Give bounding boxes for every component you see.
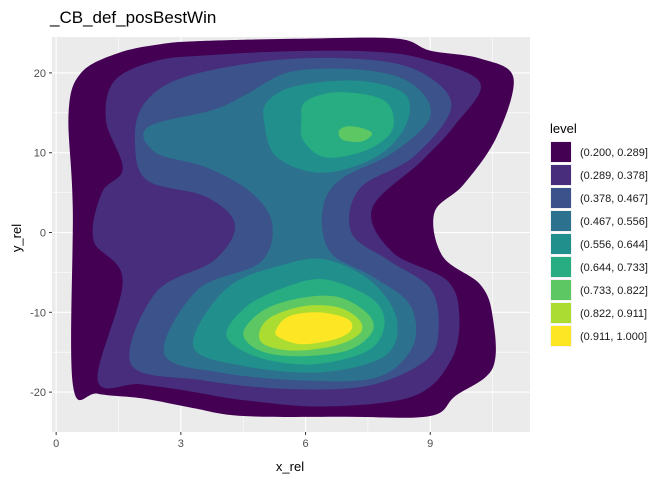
legend-title: level [550,121,577,136]
x-tick-label: 6 [302,438,308,450]
y-tick-label: -10 [30,307,46,319]
legend-entry-label: (0.378, 0.467] [580,193,648,205]
x-axis-ticks: 0 3 6 9 [53,432,433,450]
plot-panel [52,37,530,432]
y-tick-label: 20 [34,68,46,80]
density-band-level-5 [300,92,394,158]
chart-title: _CB_def_posBestWin [49,8,216,27]
y-axis-label: y_rel [9,224,24,252]
legend-entry-label: (0.200, 0.289] [580,147,648,159]
legend: level (0.200, 0.289] (0.289, 0.378] (0.378… [550,121,648,347]
legend-key-swatch [551,165,571,185]
legend-entry-label: (0.822, 0.911] [580,308,647,320]
legend-entry-label: (0.911, 1.000] [580,331,647,343]
y-tick-label: 10 [34,148,46,160]
legend-entry-label: (0.644, 0.733] [580,262,648,274]
density-band-level-8 [275,312,353,345]
y-tick-label: 0 [40,228,46,240]
legend-key-swatch [551,234,571,254]
y-axis-ticks: -20 -10 0 10 20 [30,68,52,399]
x-tick-label: 3 [178,438,184,450]
legend-key-swatch [551,326,571,346]
y-tick-label: -20 [30,387,46,399]
x-tick-label: 0 [53,438,59,450]
legend-key-swatch [551,188,571,208]
legend-entry-label: (0.289, 0.378] [580,170,648,182]
density-band-level-6 [338,126,373,142]
legend-entry-label: (0.733, 0.822] [580,285,648,297]
legend-key-swatch [551,303,571,323]
legend-key-swatch [551,142,571,162]
x-axis-label: x_rel [276,459,304,474]
legend-entry-label: (0.467, 0.556] [580,216,648,228]
legend-key-swatch [551,280,571,300]
legend-entry-label: (0.556, 0.644] [580,239,648,251]
density-bands [68,37,514,418]
legend-key-swatch [551,257,571,277]
legend-key-swatch [551,211,571,231]
x-tick-label: 9 [427,438,433,450]
